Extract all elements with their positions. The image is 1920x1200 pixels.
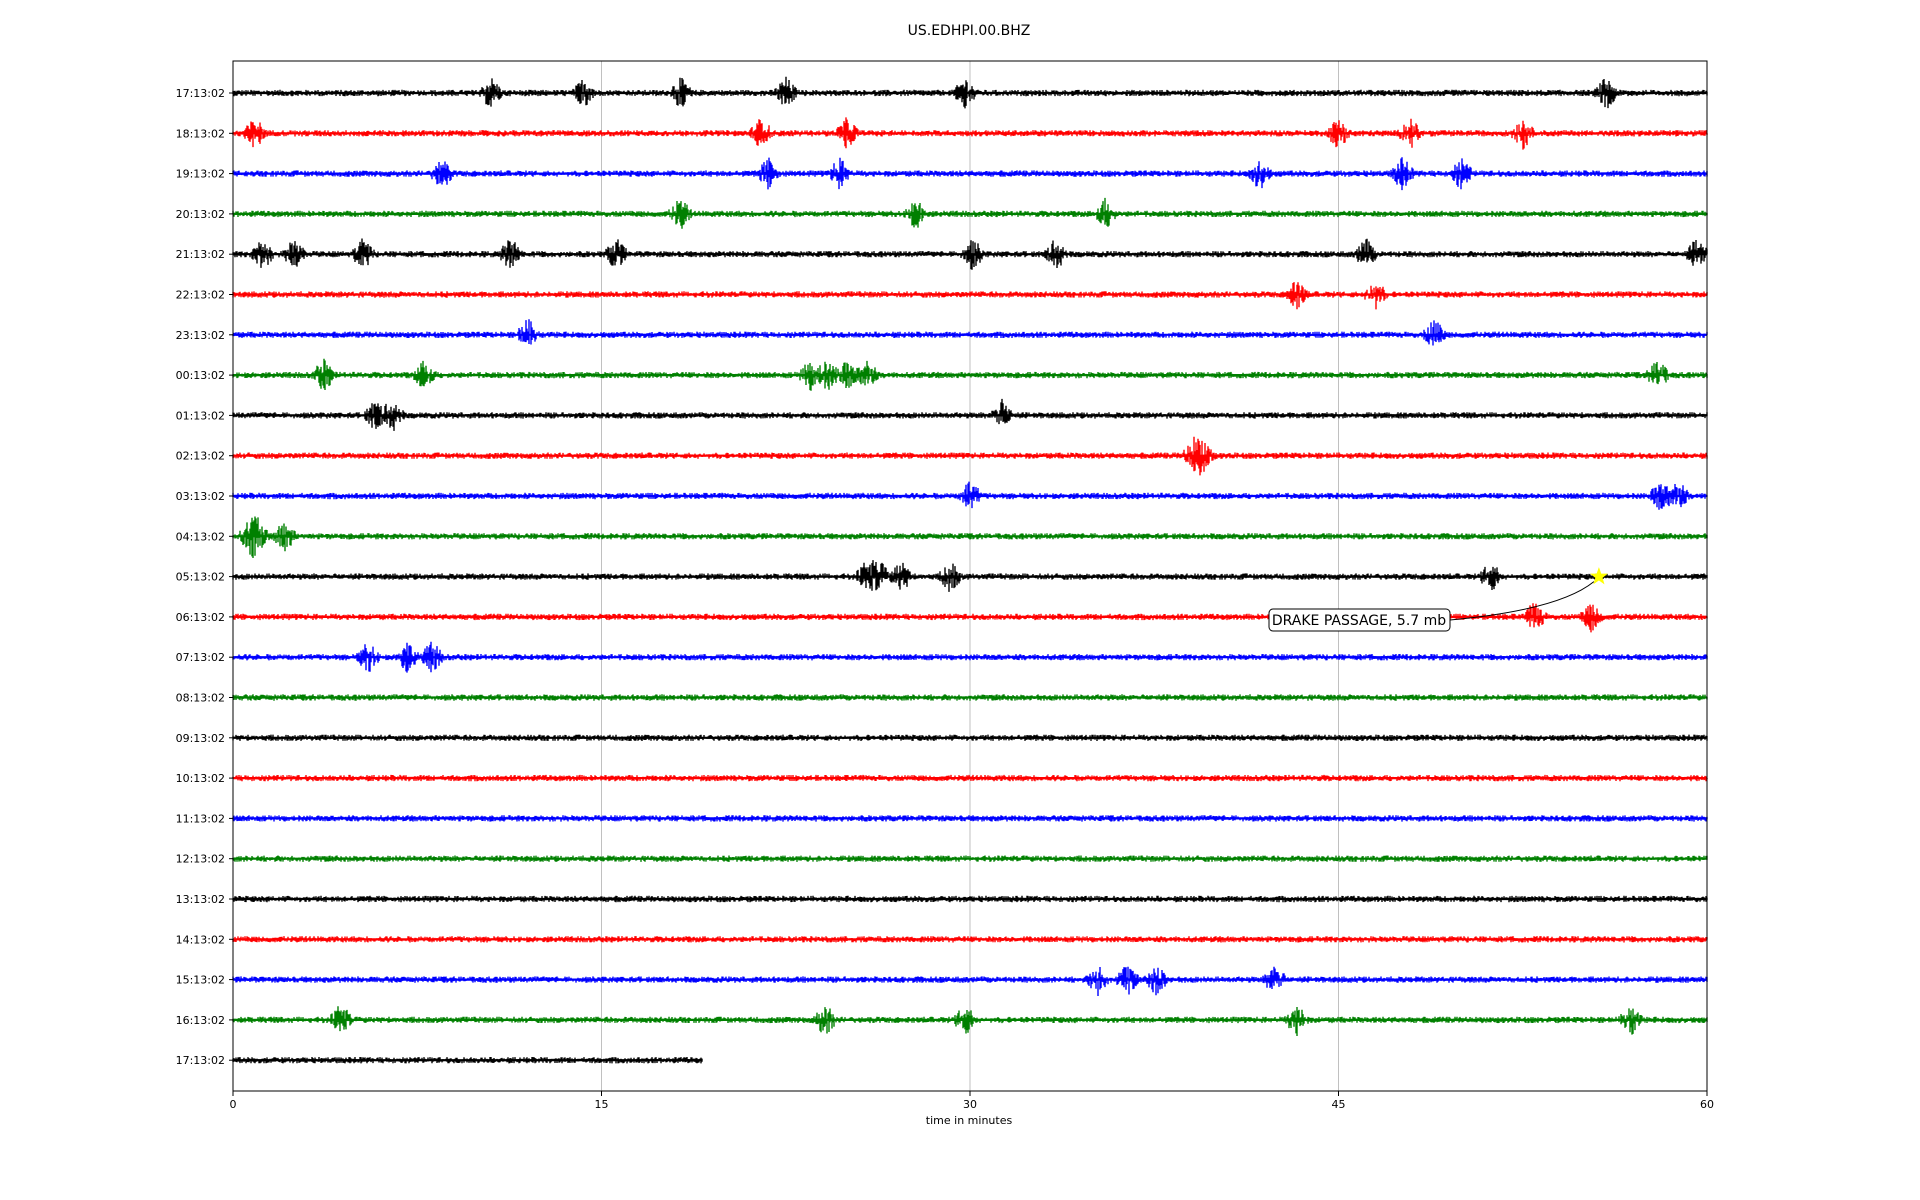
- event-star-marker: [1589, 567, 1608, 585]
- x-axis-label: time in minutes: [926, 1114, 1013, 1127]
- chart-title: US.EDHPI.00.BHZ: [908, 23, 1031, 39]
- row-time-label: 04:13:02: [176, 530, 225, 543]
- row-time-label: 00:13:02: [176, 369, 225, 382]
- row-time-label: 07:13:02: [176, 651, 225, 664]
- annotation-arrow: [1449, 581, 1595, 621]
- x-tick-label: 45: [1332, 1098, 1346, 1111]
- row-time-label: 02:13:02: [176, 450, 225, 463]
- row-time-label: 22:13:02: [176, 289, 225, 302]
- row-time-label: 01:13:02: [176, 409, 225, 422]
- row-time-label: 11:13:02: [176, 812, 225, 825]
- row-time-label: 16:13:02: [176, 1014, 225, 1027]
- row-time-label: 23:13:02: [176, 329, 225, 342]
- plot-frame: [232, 60, 1708, 1092]
- x-axis: 0 15 30 45 60: [230, 1091, 1714, 1111]
- row-time-label: 18:13:02: [176, 127, 225, 140]
- row-time-label: 12:13:02: [176, 853, 225, 866]
- annotation-box: [1268, 608, 1451, 632]
- x-tick-label: 15: [595, 1098, 609, 1111]
- row-time-label: 20:13:02: [176, 208, 225, 221]
- row-time-label: 03:13:02: [176, 490, 225, 503]
- annotation-label: DRAKE PASSAGE, 5.7 mb: [1272, 613, 1446, 629]
- row-time-label: 19:13:02: [176, 168, 225, 181]
- row-time-label: 15:13:02: [176, 974, 225, 987]
- row-time-label: 06:13:02: [176, 611, 225, 624]
- row-time-label: 21:13:02: [176, 248, 225, 261]
- row-time-label: 17:13:02: [176, 1054, 225, 1067]
- x-tick-label: 0: [230, 1098, 237, 1111]
- x-tick-label: 60: [1700, 1098, 1714, 1111]
- trace-layer: [232, 76, 1708, 1064]
- row-time-label: 14:13:02: [176, 933, 225, 946]
- row-time-label: 05:13:02: [176, 571, 225, 584]
- row-time-label: 17:13:02: [176, 87, 225, 100]
- row-time-label: 10:13:02: [176, 772, 225, 785]
- row-time-label: 13:13:02: [176, 893, 225, 906]
- row-time-labels: 17:13:02 18:13:02 19:13:02 20:13:02 21:13:02…: [176, 87, 233, 1067]
- x-tick-label: 30: [963, 1098, 977, 1111]
- event-annotation: DRAKE PASSAGE, 5.7 mb: [1268, 567, 1608, 632]
- row-time-label: 08:13:02: [176, 692, 225, 705]
- row-time-label: 09:13:02: [176, 732, 225, 745]
